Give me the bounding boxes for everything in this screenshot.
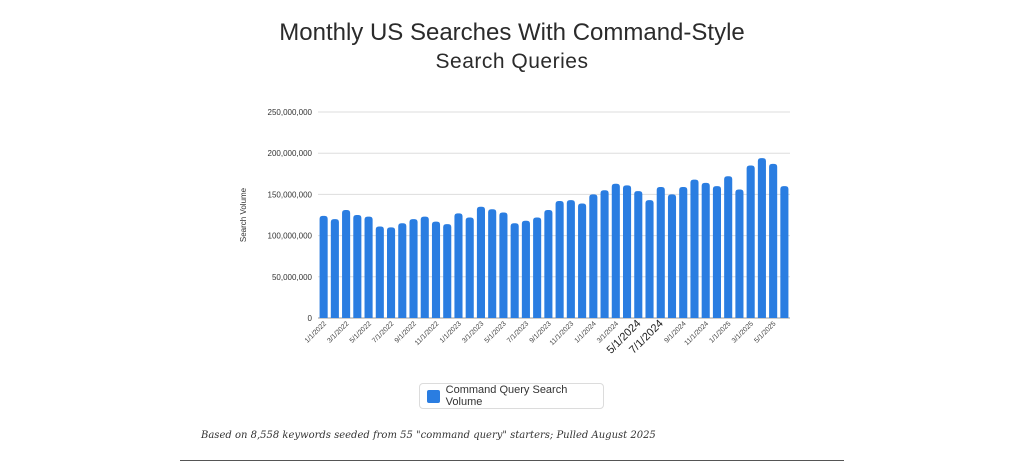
y-tick-label: 100,000,000 — [268, 232, 313, 241]
bar[interactable] — [465, 217, 474, 318]
bar[interactable] — [667, 194, 677, 318]
x-tick-label: 5/1/2022 — [349, 320, 373, 344]
x-tick-label: 11/1/2023 — [549, 320, 576, 347]
bar[interactable] — [656, 186, 665, 318]
bar[interactable] — [533, 217, 542, 318]
bar[interactable] — [645, 200, 654, 318]
bar[interactable] — [443, 224, 452, 318]
bar[interactable] — [420, 216, 429, 318]
legend-label: Command Query Search Volume — [445, 384, 568, 408]
gridlines — [318, 111, 790, 319]
bar[interactable] — [499, 212, 508, 318]
y-tick-label: 50,000,000 — [272, 273, 313, 282]
y-axis-ticks: 0 50,000,000 100,000,000 150,000,000 200,000… — [268, 108, 313, 323]
bar[interactable] — [679, 186, 688, 318]
bar[interactable] — [589, 194, 598, 318]
bar[interactable] — [364, 216, 373, 318]
bar[interactable] — [712, 186, 721, 318]
chart-title: Monthly US Searches With Command-Style — [279, 19, 745, 46]
divider — [180, 460, 844, 461]
bar[interactable] — [353, 215, 362, 318]
bar[interactable] — [476, 206, 485, 318]
legend[interactable]: Command Query Search Volume — [419, 383, 604, 409]
bar[interactable] — [780, 186, 789, 318]
bar[interactable] — [611, 183, 620, 318]
bar[interactable] — [342, 210, 351, 318]
bar[interactable] — [555, 200, 564, 318]
x-tick-label: 1/1/2024 — [574, 320, 598, 344]
y-tick-label: 200,000,000 — [268, 149, 313, 158]
bar[interactable] — [488, 209, 497, 318]
bar[interactable] — [769, 163, 778, 318]
bar[interactable] — [578, 203, 587, 318]
y-axis-label: Search Volume — [239, 187, 248, 242]
bar[interactable] — [600, 190, 609, 318]
bar[interactable] — [387, 227, 396, 318]
chart-subtitle: Search Queries — [435, 50, 589, 73]
bar[interactable] — [735, 189, 744, 318]
bar[interactable] — [566, 200, 575, 318]
y-tick-label: 250,000,000 — [268, 108, 313, 117]
bar[interactable] — [724, 176, 733, 318]
bar[interactable] — [701, 182, 710, 318]
x-tick-label: 3/1/2022 — [326, 320, 350, 344]
y-tick-label: 150,000,000 — [268, 190, 313, 199]
x-tick-label: 5/1/2023 — [484, 320, 508, 344]
x-tick-label: 5/1/2025 — [753, 320, 777, 344]
bar[interactable] — [521, 220, 530, 318]
bar[interactable] — [544, 210, 553, 318]
x-tick-label: 11/1/2024 — [684, 320, 711, 347]
x-axis-ticks: 1/1/20223/1/20225/1/20227/1/20229/1/2022… — [304, 318, 778, 357]
bar[interactable] — [634, 191, 643, 318]
x-tick-label: 3/1/2023 — [461, 320, 485, 344]
bar[interactable] — [375, 226, 384, 318]
x-tick-label: 7/1/2023 — [506, 320, 530, 344]
x-tick-label: 3/1/2025 — [731, 320, 755, 344]
x-tick-label: 7/1/2022 — [371, 320, 395, 344]
bar[interactable] — [510, 223, 519, 318]
bar[interactable] — [757, 158, 766, 318]
x-tick-label: 1/1/2022 — [304, 320, 328, 344]
bar[interactable] — [454, 213, 463, 318]
y-tick-label: 0 — [308, 314, 313, 323]
bars — [319, 158, 789, 318]
bar[interactable] — [319, 215, 328, 318]
legend-swatch — [427, 389, 440, 403]
bar[interactable] — [330, 219, 339, 318]
bar[interactable] — [623, 185, 632, 318]
x-tick-label: 1/1/2025 — [708, 320, 732, 344]
bar[interactable] — [690, 179, 699, 318]
x-tick-label: 1/1/2023 — [439, 320, 463, 344]
bar[interactable] — [431, 221, 441, 318]
footnote: Based on 8,558 keywords seeded from 55 "… — [201, 430, 656, 441]
bar[interactable] — [398, 223, 407, 318]
x-tick-label: 11/1/2022 — [414, 320, 441, 347]
bar[interactable] — [409, 219, 418, 318]
bar[interactable] — [746, 165, 755, 318]
